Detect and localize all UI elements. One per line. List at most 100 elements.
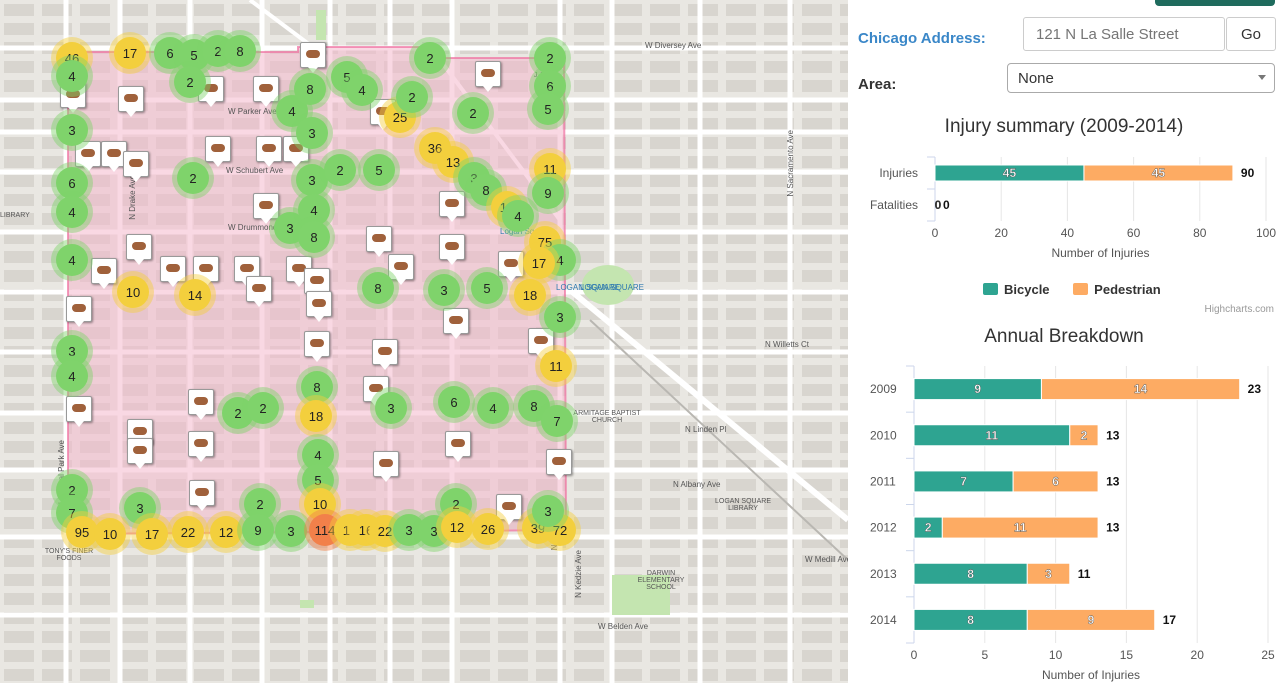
crash-cluster[interactable]: 3 — [532, 495, 564, 527]
building-block — [4, 669, 34, 681]
crash-cluster[interactable]: 8 — [294, 73, 326, 105]
crash-marker-icon[interactable] — [246, 276, 272, 307]
crash-cluster[interactable]: 17 — [114, 37, 146, 69]
crash-marker-icon[interactable] — [126, 234, 152, 265]
crash-cluster[interactable]: 3 — [544, 301, 576, 333]
crash-cluster[interactable]: 2 — [324, 154, 356, 186]
crash-cluster[interactable]: 2 — [414, 42, 446, 74]
crash-marker-icon[interactable] — [388, 254, 414, 285]
crash-marker-icon[interactable] — [127, 438, 153, 469]
crash-marker-icon[interactable] — [528, 328, 554, 359]
crash-marker-icon[interactable] — [193, 256, 219, 287]
crash-cluster[interactable]: 2 — [244, 488, 276, 520]
crash-cluster[interactable]: 2 — [457, 97, 489, 129]
crash-cluster[interactable]: 14 — [179, 279, 211, 311]
crash-marker-icon[interactable] — [256, 136, 282, 167]
crash-marker-icon[interactable] — [498, 251, 524, 282]
crash-cluster[interactable]: 3 — [124, 492, 156, 524]
crash-cluster[interactable]: 4 — [56, 360, 88, 392]
crash-cluster[interactable]: 4 — [477, 392, 509, 424]
crash-marker-icon[interactable] — [443, 308, 469, 339]
top-button-edge[interactable] — [1155, 0, 1275, 6]
crash-marker-icon[interactable] — [373, 451, 399, 482]
crash-marker-icon[interactable] — [253, 193, 279, 224]
crash-cluster[interactable]: 4 — [56, 60, 88, 92]
crash-marker-icon[interactable] — [75, 141, 101, 172]
crash-cluster[interactable]: 3 — [296, 117, 328, 149]
crash-cluster[interactable]: 8 — [224, 35, 256, 67]
crash-cluster[interactable]: 4 — [298, 194, 330, 226]
crash-marker-icon[interactable] — [366, 226, 392, 257]
crash-cluster[interactable]: 3 — [275, 515, 307, 547]
crash-cluster[interactable]: 8 — [298, 221, 330, 253]
crash-cluster[interactable]: 17 — [523, 247, 555, 279]
crash-marker-icon[interactable] — [66, 396, 92, 427]
building-block — [194, 4, 224, 16]
crash-cluster[interactable]: 4 — [56, 196, 88, 228]
crash-cluster[interactable]: 10 — [117, 276, 149, 308]
address-input[interactable] — [1023, 17, 1225, 51]
crash-cluster[interactable]: 8 — [301, 371, 333, 403]
crash-marker-icon[interactable] — [300, 42, 326, 73]
crash-cluster[interactable]: 3 — [296, 164, 328, 196]
crash-marker-icon[interactable] — [439, 191, 465, 222]
crash-marker-icon[interactable] — [101, 141, 127, 172]
crash-cluster[interactable]: 6 — [438, 386, 470, 418]
crash-cluster[interactable]: 11 — [540, 350, 572, 382]
crash-marker-icon[interactable] — [188, 389, 214, 420]
go-button[interactable]: Go — [1226, 17, 1276, 51]
crash-cluster[interactable]: 5 — [532, 93, 564, 125]
crash-cluster[interactable]: 2 — [396, 81, 428, 113]
crash-cluster[interactable]: 2 — [247, 392, 279, 424]
crash-marker-icon[interactable] — [189, 480, 215, 511]
crash-cluster[interactable]: 10 — [94, 518, 126, 550]
crash-cluster[interactable]: 3 — [428, 274, 460, 306]
crash-marker-icon[interactable] — [546, 449, 572, 480]
crash-cluster[interactable]: 12 — [441, 511, 473, 543]
crash-cluster[interactable]: 18 — [514, 279, 546, 311]
crash-marker-icon[interactable] — [188, 431, 214, 462]
crash-marker-icon[interactable] — [372, 339, 398, 370]
crash-cluster[interactable]: 12 — [210, 516, 242, 548]
crash-cluster[interactable]: 17 — [136, 518, 168, 550]
highcharts-credit-link[interactable]: Highcharts.com — [1204, 304, 1274, 315]
crash-marker-icon[interactable] — [205, 136, 231, 167]
crash-cluster[interactable]: 9 — [242, 514, 274, 546]
crash-marker-icon[interactable] — [123, 151, 149, 182]
map-view[interactable]: W Diversey Ave W Parker Ave W Schubert Ave… — [0, 0, 848, 683]
crash-cluster[interactable]: 5 — [471, 272, 503, 304]
crash-marker-icon[interactable] — [118, 86, 144, 117]
crash-cluster[interactable]: 7 — [541, 405, 573, 437]
crash-cluster[interactable]: 3 — [375, 392, 407, 424]
legend-item-pedestrian[interactable]: Pedestrian — [1073, 282, 1161, 297]
crash-cluster[interactable]: 18 — [300, 400, 332, 432]
crash-marker-icon[interactable] — [445, 431, 471, 462]
crash-cluster[interactable]: 6 — [56, 167, 88, 199]
crash-marker-icon[interactable] — [91, 258, 117, 289]
crash-cluster[interactable]: 22 — [172, 516, 204, 548]
crash-cluster[interactable]: 3 — [393, 514, 425, 546]
crash-cluster[interactable]: 9 — [532, 177, 564, 209]
crash-cluster[interactable]: 3 — [56, 114, 88, 146]
building-block — [308, 650, 338, 662]
crash-cluster[interactable]: 2 — [177, 162, 209, 194]
crash-cluster[interactable]: 2 — [174, 66, 206, 98]
crash-cluster[interactable]: 95 — [66, 516, 98, 548]
crash-marker-icon[interactable] — [66, 296, 92, 327]
legend-item-bicycle[interactable]: Bicycle — [983, 282, 1050, 297]
crash-cluster[interactable]: 4 — [346, 74, 378, 106]
crash-marker-icon[interactable] — [475, 61, 501, 92]
crash-cluster[interactable]: 5 — [363, 154, 395, 186]
crash-cluster[interactable]: 2 — [534, 42, 566, 74]
crash-cluster[interactable]: 8 — [362, 272, 394, 304]
crash-cluster[interactable]: 4 — [502, 200, 534, 232]
crash-cluster[interactable]: 4 — [56, 244, 88, 276]
crash-marker-icon[interactable] — [160, 256, 186, 287]
crash-marker-icon[interactable] — [306, 291, 332, 322]
crash-marker-icon[interactable] — [253, 76, 279, 107]
crash-marker-icon[interactable] — [304, 331, 330, 362]
crash-marker-icon[interactable] — [439, 234, 465, 265]
area-select[interactable]: None — [1007, 63, 1275, 93]
crash-marker-icon[interactable] — [496, 494, 522, 525]
crash-cluster[interactable]: 26 — [472, 513, 504, 545]
